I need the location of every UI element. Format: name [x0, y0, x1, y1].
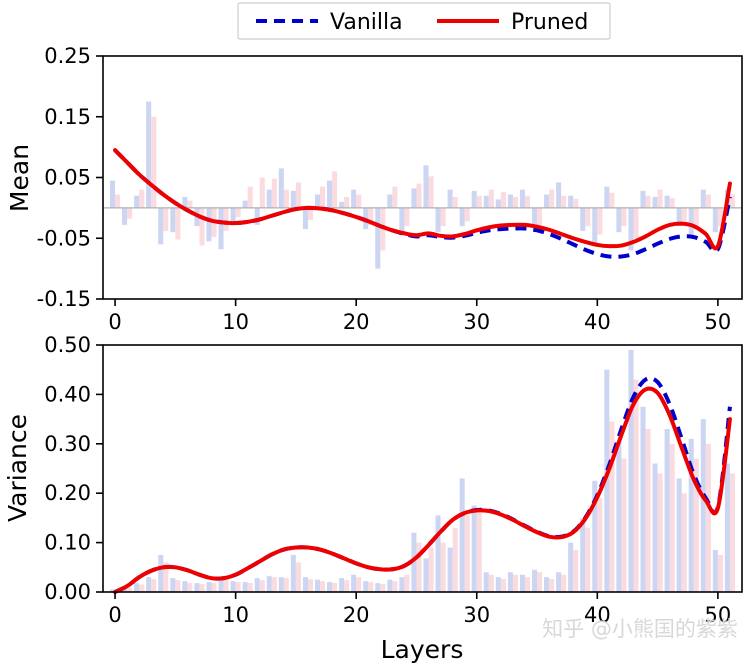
svg-text:0.50: 0.50 — [44, 333, 91, 357]
svg-text:40: 40 — [584, 310, 611, 334]
svg-text:10: 10 — [222, 310, 249, 334]
svg-text:0.25: 0.25 — [44, 44, 91, 68]
svg-text:0.10: 0.10 — [44, 531, 91, 555]
svg-text:50: 50 — [705, 603, 732, 627]
svg-text:-0.05: -0.05 — [37, 226, 91, 250]
svg-text:0.30: 0.30 — [44, 432, 91, 456]
svg-text:40: 40 — [584, 603, 611, 627]
svg-text:0: 0 — [108, 310, 121, 334]
svg-text:0.05: 0.05 — [44, 166, 91, 190]
legend-label-pruned: Pruned — [511, 10, 588, 35]
svg-text:20: 20 — [343, 310, 370, 334]
svg-text:-0.15: -0.15 — [37, 287, 91, 311]
mean-y-ticks: 0.25 0.15 0.05 -0.05 -0.15 — [37, 44, 103, 311]
svg-text:20: 20 — [343, 603, 370, 627]
mean-x-ticks: 0 10 20 30 40 50 — [108, 299, 731, 334]
variance-bars-layer — [109, 349, 735, 592]
watermark-text: 知乎 @小熊国的紫紫 — [542, 617, 738, 641]
mean-bars-layer — [109, 101, 735, 269]
mean-line-pruned — [113, 148, 732, 251]
variance-y-axis-label: Variance — [3, 414, 32, 522]
mean-axes-frame — [102, 55, 743, 300]
variance-axes-frame — [102, 344, 743, 593]
svg-text:0.00: 0.00 — [44, 580, 91, 604]
legend-label-vanilla: Vanilla — [330, 10, 403, 35]
mean-y-axis-label: Mean — [5, 144, 34, 212]
svg-text:50: 50 — [705, 310, 732, 334]
svg-text:10: 10 — [222, 603, 249, 627]
svg-text:30: 30 — [463, 603, 490, 627]
variance-line-pruned — [113, 386, 732, 594]
svg-text:0.15: 0.15 — [44, 105, 91, 129]
variance-x-ticks: 0 10 20 30 40 50 — [108, 592, 731, 627]
legend-background — [237, 2, 611, 40]
x-axis-label: Layers — [381, 635, 464, 664]
subplot-mean: 0.25 0.15 0.05 -0.05 -0.15 0 10 20 30 40 50 Mean — [5, 44, 743, 334]
subplot-variance: 0.50 0.40 0.30 0.20 0.10 0.00 0 10 20 30 40 50 Var… — [3, 333, 743, 664]
svg-text:30: 30 — [463, 310, 490, 334]
svg-text:0.20: 0.20 — [44, 481, 91, 505]
svg-text:0.40: 0.40 — [44, 382, 91, 406]
variance-y-ticks: 0.50 0.40 0.30 0.20 0.10 0.00 — [44, 333, 103, 604]
svg-text:0: 0 — [108, 603, 121, 627]
legend: Vanilla Pruned — [237, 2, 611, 40]
